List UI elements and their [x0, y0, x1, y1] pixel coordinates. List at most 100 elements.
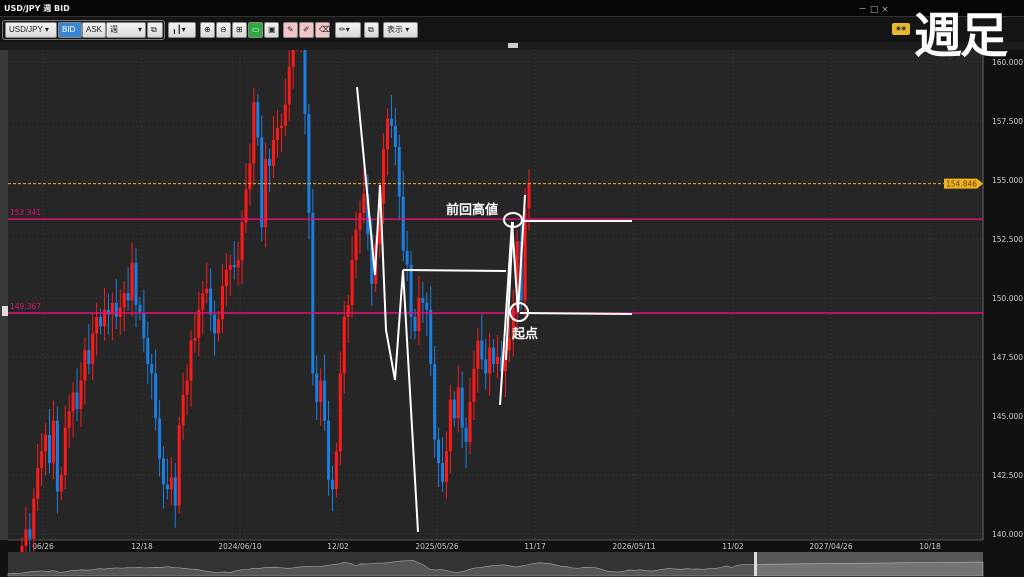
window-icon[interactable]: ▣ — [264, 22, 279, 38]
period-select[interactable]: 週 ▾ — [106, 22, 146, 38]
candle — [334, 443, 338, 498]
candle — [173, 463, 177, 528]
candle-body — [32, 498, 36, 539]
candle-body — [87, 349, 91, 365]
collapse-handle[interactable] — [508, 43, 518, 48]
symbol-select[interactable]: USD/JPY ▾ — [5, 22, 57, 38]
candle — [260, 115, 264, 242]
candle-body — [283, 104, 287, 126]
candle-body — [437, 439, 441, 464]
left-scroll-handle[interactable] — [2, 306, 8, 316]
candle-body — [142, 312, 146, 339]
edit-drawing-icon[interactable]: ✐ — [299, 22, 314, 38]
ask-button[interactable]: ASK — [82, 22, 106, 38]
candle — [51, 400, 55, 480]
candle-body — [401, 196, 405, 251]
candle-body — [213, 314, 217, 334]
candle-body — [444, 451, 448, 483]
display-menu[interactable]: 表示 ▾ — [383, 22, 418, 38]
y-tick-label: 145.000 — [992, 412, 1023, 421]
scroll-icon[interactable]: ▭ — [248, 22, 263, 38]
window-controls[interactable]: － □ × — [858, 5, 889, 15]
chart-type-select[interactable]: ╻┃▾ — [168, 22, 196, 38]
candle-body — [177, 425, 181, 506]
candle-body — [36, 467, 40, 499]
price-chart[interactable]: 160.000 157.500 155.000 152.500 150.000 147.5… — [0, 50, 1024, 577]
candle-body — [264, 158, 268, 228]
candle — [264, 142, 268, 248]
copy-icon[interactable]: ⧉ — [364, 22, 379, 38]
current-price-tag — [944, 178, 983, 189]
candle — [44, 422, 48, 476]
candle — [181, 372, 185, 440]
candle — [342, 300, 346, 394]
trend-drawing — [499, 194, 526, 406]
candle — [382, 133, 386, 224]
bid-button[interactable]: BID — [58, 22, 82, 38]
candle-body — [511, 307, 515, 339]
candle — [488, 333, 492, 396]
candle — [75, 368, 79, 422]
candle-body — [173, 477, 177, 506]
candle-body — [40, 451, 44, 468]
candle-body — [405, 250, 409, 265]
candle — [393, 107, 397, 166]
x-tick-label: 12/02 — [327, 542, 349, 551]
navigator[interactable] — [7, 552, 984, 577]
candle-body — [252, 102, 256, 164]
candle — [40, 433, 44, 487]
candle — [437, 427, 441, 488]
candle — [484, 339, 488, 390]
previous-high-circle — [503, 212, 523, 228]
y-tick-label: 152.500 — [992, 235, 1023, 244]
candle-body — [327, 420, 331, 480]
candle-body — [350, 260, 354, 306]
candle-body — [441, 463, 445, 483]
fit-icon[interactable]: ⊞ — [232, 22, 247, 38]
candle — [515, 229, 519, 332]
x-tick-label: 06/26 — [32, 542, 54, 551]
zoom-in-icon[interactable]: ⊕ — [200, 22, 215, 38]
add-drawing-icon[interactable]: ✎ — [283, 22, 298, 38]
candle-body — [189, 340, 193, 381]
navigator-handle[interactable] — [754, 552, 757, 576]
candle — [330, 465, 334, 512]
candle — [103, 287, 107, 341]
candle-body — [425, 302, 429, 310]
candle-body — [114, 302, 118, 317]
candle — [142, 290, 146, 353]
link-icon[interactable]: ⧉ — [147, 22, 163, 38]
candle-body — [75, 392, 79, 409]
start-point-circle — [509, 302, 529, 322]
delete-drawing-icon[interactable]: ⌫ — [315, 22, 330, 38]
candle — [158, 400, 162, 477]
candle — [327, 400, 331, 496]
candle-body — [248, 163, 252, 190]
candle-body — [59, 475, 63, 492]
candle-body — [366, 194, 370, 235]
candle-body — [330, 479, 334, 490]
candle-body — [122, 293, 126, 308]
candle-body — [358, 213, 362, 230]
settings-badge-icon[interactable]: ◉◉ — [892, 23, 910, 35]
candle — [91, 313, 95, 381]
candle — [213, 300, 217, 356]
candle-body — [67, 411, 71, 428]
candle-body — [389, 118, 393, 126]
candle-body — [492, 347, 496, 365]
title-bar: USD/JPY 週 BID － □ × — [0, 0, 1024, 17]
candle — [106, 293, 110, 335]
candle-body — [413, 316, 417, 332]
candle — [452, 391, 456, 427]
candle-body — [55, 420, 59, 492]
left-scrollbar[interactable] — [0, 50, 8, 540]
candle — [472, 350, 476, 420]
candle — [71, 382, 75, 438]
chevron-down-icon: ▾ — [137, 25, 142, 34]
current-price-label: 154.846 — [946, 180, 977, 189]
candle-body — [503, 349, 507, 372]
x-tick-label: 12/18 — [131, 542, 153, 551]
zoom-out-icon[interactable]: ⊖ — [216, 22, 231, 38]
candle — [272, 115, 276, 179]
pen-icon[interactable]: ✏▾ — [335, 22, 361, 38]
